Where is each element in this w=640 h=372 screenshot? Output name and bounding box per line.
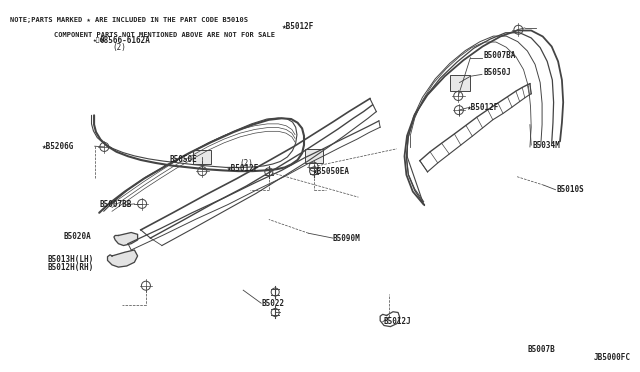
Bar — [193, 150, 211, 164]
Text: B5010S: B5010S — [557, 185, 584, 194]
Text: ★B5012F: ★B5012F — [282, 22, 314, 31]
Text: NOTE;PARTS MARKED ★ ARE INCLUDED IN THE PART CODE B5010S: NOTE;PARTS MARKED ★ ARE INCLUDED IN THE … — [10, 17, 248, 23]
Text: B5050E: B5050E — [170, 155, 197, 164]
Text: ★B5206G: ★B5206G — [42, 142, 74, 151]
Text: B5007BA: B5007BA — [483, 51, 516, 60]
Text: B5050J: B5050J — [483, 68, 511, 77]
Text: (2): (2) — [239, 159, 253, 168]
Text: B5022: B5022 — [261, 299, 284, 308]
Text: B5013H(LH): B5013H(LH) — [48, 255, 94, 264]
Text: B5034M: B5034M — [532, 141, 560, 150]
Text: B5012H(RH): B5012H(RH) — [48, 263, 94, 272]
Text: B5007BB: B5007BB — [99, 201, 132, 209]
Text: ★␹0: ★␹0 — [93, 37, 104, 43]
Polygon shape — [114, 232, 138, 246]
Text: (2): (2) — [112, 43, 126, 52]
Bar — [305, 149, 323, 163]
Text: 08566-6162A: 08566-6162A — [99, 36, 150, 45]
Bar — [449, 74, 470, 91]
Text: ★B5012F: ★B5012F — [467, 103, 500, 112]
Text: B5020A: B5020A — [64, 232, 92, 241]
Text: JB5000FC: JB5000FC — [593, 353, 630, 362]
Text: ★B5050EA: ★B5050EA — [312, 167, 349, 176]
Text: COMPONENT PARTS NOT MENTIONED ABOVE ARE NOT FOR SALE: COMPONENT PARTS NOT MENTIONED ABOVE ARE … — [54, 32, 275, 38]
Text: B5007B: B5007B — [528, 345, 556, 354]
Text: ★B5012F: ★B5012F — [227, 164, 260, 173]
Text: B5090M: B5090M — [333, 234, 360, 243]
Polygon shape — [108, 250, 138, 267]
Text: B5012J: B5012J — [384, 317, 412, 326]
